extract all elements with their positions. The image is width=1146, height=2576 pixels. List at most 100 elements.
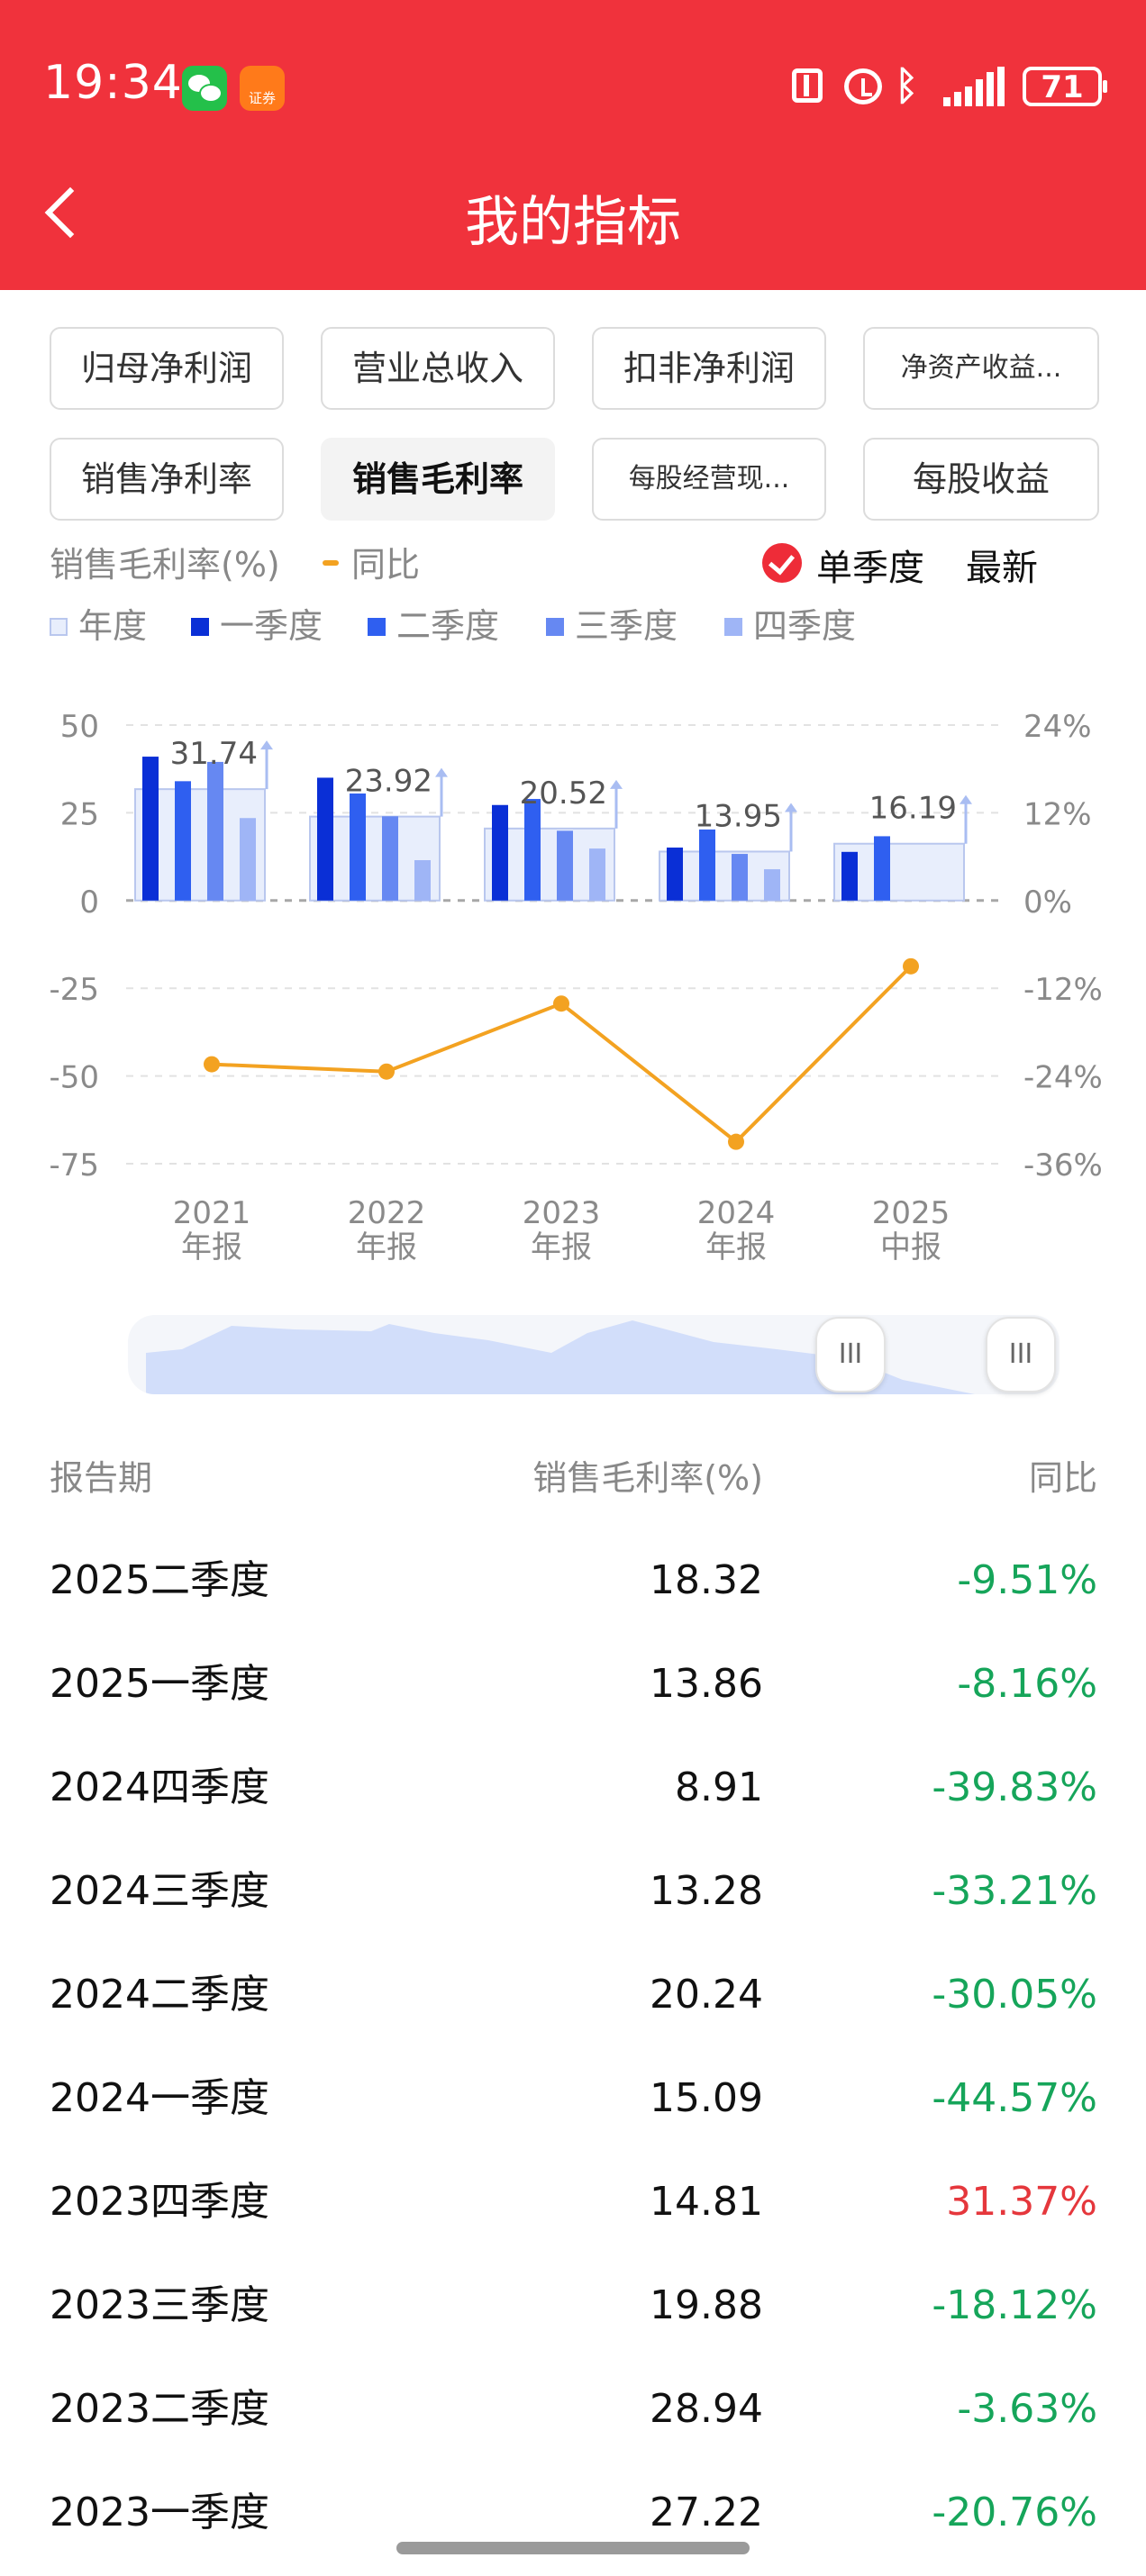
range-handle-left[interactable]: III xyxy=(815,1317,886,1392)
row-value: 13.86 xyxy=(650,1661,763,1707)
tab-operating-cashflow-per-share[interactable]: 每股经营现... xyxy=(592,438,826,521)
row-period: 2024二季度 xyxy=(50,1972,269,2018)
x-tick-label-type: 年报 xyxy=(181,1229,242,1265)
row-value: 18.32 xyxy=(650,1557,763,1603)
tab-net-profit-margin[interactable]: 销售净利率 xyxy=(50,438,284,521)
table-row[interactable]: 2025二季度 18.32 -9.51% xyxy=(0,1528,1146,1632)
table-row[interactable]: 2023一季度 27.22 -20.76% xyxy=(0,2461,1146,2564)
legend-q1[interactable]: 一季度 xyxy=(191,598,323,648)
legend-swatch-q1 xyxy=(191,618,209,636)
left-tick-label: 25 xyxy=(60,796,99,832)
row-period: 2023三季度 xyxy=(50,2282,269,2328)
annual-value-label: 16.19 xyxy=(869,791,957,827)
quarter-bar xyxy=(175,781,191,901)
legend-annual[interactable]: 年度 xyxy=(50,598,147,648)
page-title: 我的指标 xyxy=(465,191,681,254)
row-period: 2024三季度 xyxy=(50,1868,269,1914)
row-yoy: 31.37% xyxy=(946,2179,1097,2225)
table-row[interactable]: 2023三季度 19.88 -18.12% xyxy=(0,2254,1146,2357)
tab-gross-margin[interactable]: 销售毛利率 xyxy=(321,438,555,521)
annual-value-label: 13.95 xyxy=(695,798,782,834)
yoy-point xyxy=(378,1063,395,1080)
legend-label-q1: 一季度 xyxy=(220,606,323,646)
yoy-line xyxy=(211,965,913,1145)
table-row[interactable]: 2024二季度 20.24 -30.05% xyxy=(0,1943,1146,2046)
range-handle-right[interactable]: III xyxy=(986,1317,1056,1392)
quarter-bar xyxy=(317,777,333,901)
annual-marker-arrow xyxy=(960,794,972,804)
quarter-bar xyxy=(699,829,715,901)
table-row[interactable]: 2023二季度 28.94 -3.63% xyxy=(0,2357,1146,2461)
right-tick-label: 12% xyxy=(1023,796,1092,832)
table-row[interactable]: 2024四季度 8.91 -39.83% xyxy=(0,1736,1146,1839)
x-tick-label-year: 2021 xyxy=(173,1195,251,1231)
row-yoy: -30.05% xyxy=(932,1972,1097,2018)
quarter-bar xyxy=(764,869,780,901)
column-header-yoy: 同比 xyxy=(1028,1458,1097,1498)
tab-eps[interactable]: 每股收益 xyxy=(863,438,1099,521)
left-tick-label: -75 xyxy=(49,1147,99,1184)
x-tick-label-year: 2022 xyxy=(348,1195,426,1231)
legend-swatch-annual xyxy=(50,618,68,636)
column-header-value: 销售毛利率(%) xyxy=(532,1458,763,1498)
range-overview-area xyxy=(146,1320,975,1394)
right-tick-label: 0% xyxy=(1023,884,1072,921)
table-row[interactable]: 2023四季度 14.81 31.37% xyxy=(0,2150,1146,2254)
yoy-point xyxy=(728,1133,744,1150)
row-value: 27.22 xyxy=(650,2490,763,2535)
tab-deducted-net-profit[interactable]: 扣非净利润 xyxy=(592,327,826,410)
row-period: 2023四季度 xyxy=(50,2179,269,2225)
legend-swatch-q3 xyxy=(546,618,564,636)
broker-app-icon: 证券 xyxy=(240,66,285,111)
row-value: 13.28 xyxy=(650,1868,763,1914)
x-tick-label-type: 年报 xyxy=(531,1229,592,1265)
annual-marker-arrow xyxy=(260,740,273,750)
row-yoy: -8.16% xyxy=(957,1661,1097,1707)
quarter-bar xyxy=(732,854,748,901)
left-tick-label: 50 xyxy=(60,709,99,745)
quarter-bar xyxy=(382,816,398,901)
annual-marker-arrow xyxy=(785,803,797,812)
tab-net-profit-attributable[interactable]: 归母净利润 xyxy=(50,327,284,410)
row-value: 28.94 xyxy=(650,2386,763,2432)
x-tick-label-type: 年报 xyxy=(356,1229,417,1265)
latest-button[interactable]: 最新 xyxy=(966,548,1038,589)
column-header-period: 报告期 xyxy=(50,1458,153,1498)
signal-icon xyxy=(943,67,1008,106)
quarter-bar xyxy=(414,859,431,901)
yoy-legend-marker xyxy=(323,560,339,566)
row-period: 2025一季度 xyxy=(50,1661,269,1707)
legend-q2[interactable]: 二季度 xyxy=(368,598,499,648)
right-tick-label: -12% xyxy=(1023,972,1103,1008)
row-value: 8.91 xyxy=(675,1764,763,1810)
table-row[interactable]: 2024一季度 15.09 -44.57% xyxy=(0,2046,1146,2150)
legend-label-q3: 三季度 xyxy=(575,606,678,646)
home-indicator[interactable] xyxy=(396,2542,750,2554)
legend-q4[interactable]: 四季度 xyxy=(724,598,856,648)
check-icon[interactable] xyxy=(762,543,802,583)
legend-swatch-q2 xyxy=(368,618,386,636)
quarter-bar xyxy=(841,851,858,901)
annual-marker-arrow xyxy=(610,779,623,789)
row-yoy: -3.63% xyxy=(957,2386,1097,2432)
app-header: 19:34 证券 ᛒ 71 我的指标 xyxy=(0,0,1146,290)
right-tick-label: -24% xyxy=(1023,1060,1103,1096)
single-quarter-toggle[interactable]: 单季度 xyxy=(816,548,924,589)
table-row[interactable]: 2024三季度 13.28 -33.21% xyxy=(0,1839,1146,1943)
range-selector[interactable] xyxy=(128,1315,1060,1394)
x-tick-label-year: 2025 xyxy=(872,1195,950,1231)
legend-label-q4: 四季度 xyxy=(753,606,857,646)
row-yoy: -44.57% xyxy=(932,2075,1097,2121)
tab-roe[interactable]: 净资产收益... xyxy=(863,327,1099,410)
table-row[interactable]: 2025一季度 13.86 -8.16% xyxy=(0,1632,1146,1736)
quarter-bar xyxy=(240,818,256,901)
gross-margin-chart[interactable]: 50 25 0 -25 -50 -75 24% 12% 0% -12% -24% -36% 31.74 2… xyxy=(0,667,1146,1279)
right-tick-label: 24% xyxy=(1023,709,1092,745)
row-period: 2025二季度 xyxy=(50,1557,269,1603)
legend-q3[interactable]: 三季度 xyxy=(546,598,678,648)
chart-metric-label: 销售毛利率(%) xyxy=(50,545,280,585)
tab-total-revenue[interactable]: 营业总收入 xyxy=(321,327,555,410)
quarter-bar xyxy=(667,848,683,901)
annual-value-label: 23.92 xyxy=(345,764,432,800)
row-period: 2024四季度 xyxy=(50,1764,269,1810)
